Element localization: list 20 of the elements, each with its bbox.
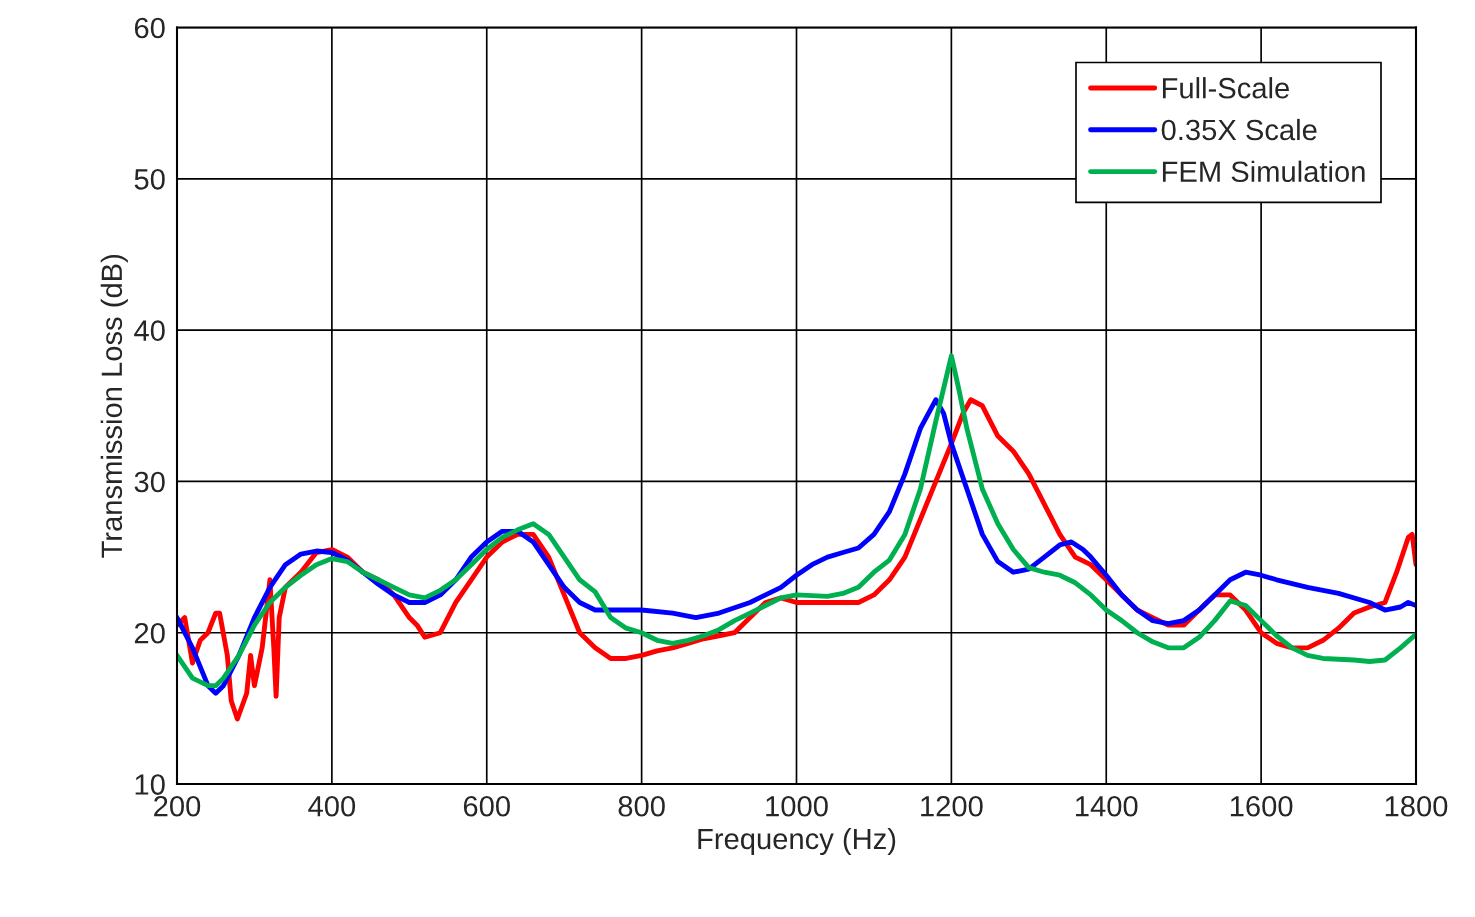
x-axis-title: Frequency (Hz) [698, 827, 896, 856]
legend-label: 0.35X Scale [1161, 118, 1317, 141]
y-tick-label: 40 [134, 320, 165, 341]
y-tick-label: 50 [134, 169, 165, 190]
x-tick-label: 1600 [1230, 795, 1293, 817]
legend-label: Full-Scale [1162, 77, 1289, 99]
x-tick-label: 1800 [1385, 795, 1448, 817]
y-axis-title: Transmission Loss (dB) [100, 254, 128, 558]
x-tick-label: 1000 [766, 795, 828, 817]
x-tick-label: 1400 [1076, 795, 1138, 817]
y-tick-label: 30 [134, 471, 165, 493]
y-tick-label: 10 [135, 774, 165, 795]
x-tick-label: 600 [463, 795, 510, 817]
x-tick-label: 800 [618, 795, 665, 817]
x-tick-label: 200 [154, 795, 201, 817]
y-tick-label: 60 [134, 17, 165, 39]
x-tick-label: 1200 [921, 795, 983, 817]
y-tick-label: 20 [134, 622, 165, 644]
x-tick-label: 400 [308, 795, 356, 817]
legend-label: FEM Simulation [1162, 160, 1365, 183]
